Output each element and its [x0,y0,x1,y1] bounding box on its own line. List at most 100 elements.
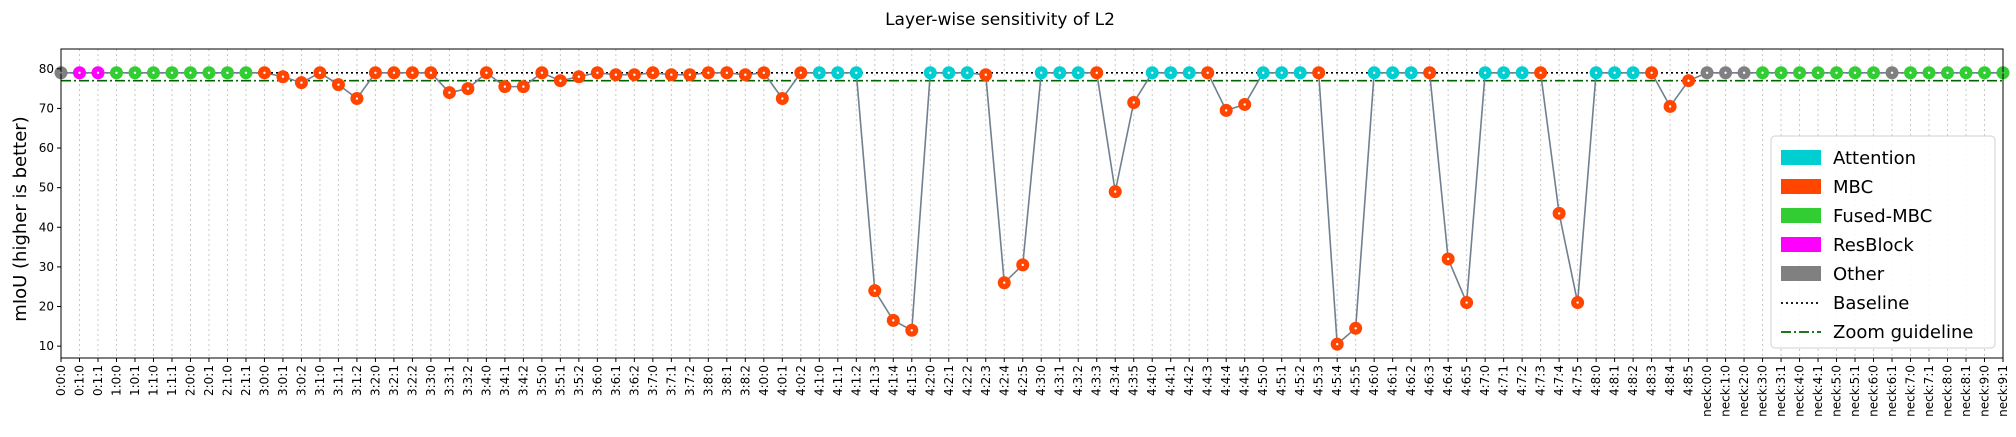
x-tick-label: 3:6:0 [590,365,604,396]
data-point-center [1520,71,1524,74]
x-tick-label: neck:5:0 [1830,365,1844,417]
data-point-center [170,71,174,74]
x-tick-label: 3:0:0 [257,365,271,396]
x-tick-label: 4:7:1 [1497,365,1511,396]
legend-label: MBC [1833,177,1873,198]
x-tick-label: 4:3:2 [1071,365,1085,396]
x-tick-label: 4:8:3 [1645,365,1659,396]
x-tick-label: 4:7:0 [1478,365,1492,396]
x-tick-label: 4:3:5 [1127,365,1141,396]
x-tick-label: 4:3:1 [1053,365,1067,396]
x-tick-label: 4:2:3 [979,365,993,396]
data-point-center [1964,71,1968,74]
x-tick-label: 1:1:1 [165,365,179,396]
x-tick-label: 4:2:4 [997,365,1011,396]
x-tick-label: 4:6:2 [1404,365,1418,396]
data-point-center [984,73,987,76]
legend-swatch [1781,179,1821,194]
x-tick-label: neck:6:0 [1867,365,1881,417]
legend: Attention MBC Fused-MBC ResBlock Other Baseli… [1770,135,1996,349]
data-point-center [1428,71,1431,74]
x-tick-label: 3:1:2 [350,365,364,396]
x-tick-label: neck:3:0 [1756,365,1770,417]
data-point-center [485,71,488,74]
data-points: 0:0:0: 790:1:0: 790:1:1: 791:0:0: 791:0:… [54,66,2010,351]
x-tick-label: 4:7:2 [1515,365,1529,396]
legend-swatch [1781,150,1821,165]
x-tick-label: neck:1:0 [1719,365,1733,417]
x-tick-label: 4:2:5 [1016,365,1030,396]
x-tick-label: 3:2:0 [368,365,382,396]
data-point-center [1003,281,1006,284]
data-point-center [1742,71,1746,74]
x-tick-label: neck:8:1 [1959,365,1973,417]
x-tick-label: 4:5:5 [1349,365,1363,396]
data-point-center [337,83,340,86]
x-tick-label: 4:1:3 [868,365,882,396]
x-tick-label: 1:1:0 [146,365,160,396]
y-tick-label: 50 [39,181,54,195]
data-point-center [1372,71,1376,74]
data-point-center [1927,71,1931,74]
data-point-center [1151,71,1154,74]
legend-label: Attention [1833,148,1916,169]
x-tick-label: 4:2:0 [923,365,937,396]
data-point-center [966,71,969,74]
x-tick-label: 3:8:2 [738,365,752,396]
x-tick-label: 4:4:2 [1182,365,1196,396]
data-point-center [1594,71,1598,74]
legend-label: ResBlock [1833,235,1914,256]
data-point-center [1317,71,1320,74]
x-tick-label: 4:4:4 [1219,365,1233,396]
data-point-center [1613,71,1616,74]
x-tick-label: neck:6:1 [1885,365,1899,417]
data-point-center [1687,79,1690,82]
data-point-center [1446,257,1450,261]
x-tick-label: 4:0:1 [775,365,789,396]
x-tick-label: 3:0:2 [294,365,308,396]
grid-lines [60,49,2004,358]
x-tick-label: 3:3:1 [442,365,456,396]
x-tick-label: neck:2:0 [1737,365,1751,417]
data-point-center [688,73,692,76]
x-tick-label: 4:1:1 [831,365,845,396]
data-point-center [1650,71,1653,74]
y-tick-label: 10 [39,339,54,353]
x-tick-label: neck:7:0 [1904,365,1918,417]
data-point-center [744,73,747,76]
legend-box [1770,135,1996,349]
data-point-center [1705,71,1709,74]
x-tick-label: 4:2:1 [942,365,956,396]
data-point-center [1225,109,1228,112]
data-point-center [1502,71,1505,74]
reference-lines [61,71,2003,82]
data-point-center [1114,190,1117,193]
x-tick-label: neck:9:1 [1996,365,2010,417]
x-tick-label: 3:2:2 [405,365,419,396]
x-tick-label: 4:5:4 [1330,365,1344,396]
data-point-center [725,71,729,74]
x-tick-label: neck:0:0 [1700,365,1714,417]
data-point-center [1335,342,1339,346]
data-point-center [1058,71,1061,74]
data-point-center [115,71,118,74]
x-tick-label: neck:3:1 [1774,365,1788,417]
x-tick-label: 4:6:0 [1367,365,1381,396]
x-tick-label: 4:5:3 [1312,365,1326,396]
legend-swatch [1781,237,1821,252]
x-tick-label: 3:6:1 [609,365,623,396]
series-path [61,71,2003,346]
data-point-center [577,75,581,78]
data-point-center [873,289,876,292]
data-point-center [1188,71,1191,74]
data-point-center [96,71,100,74]
data-point-center [1298,71,1302,74]
data-point-center [78,71,81,74]
x-tick-label: 4:7:4 [1552,365,1566,396]
x-tick-label: 3:7:0 [646,365,660,396]
x-tick-label: neck:7:1 [1922,365,1936,417]
x-tick-label: 3:0:1 [276,365,290,396]
x-tick-label: 3:7:1 [664,365,678,396]
data-point-center [855,71,858,74]
